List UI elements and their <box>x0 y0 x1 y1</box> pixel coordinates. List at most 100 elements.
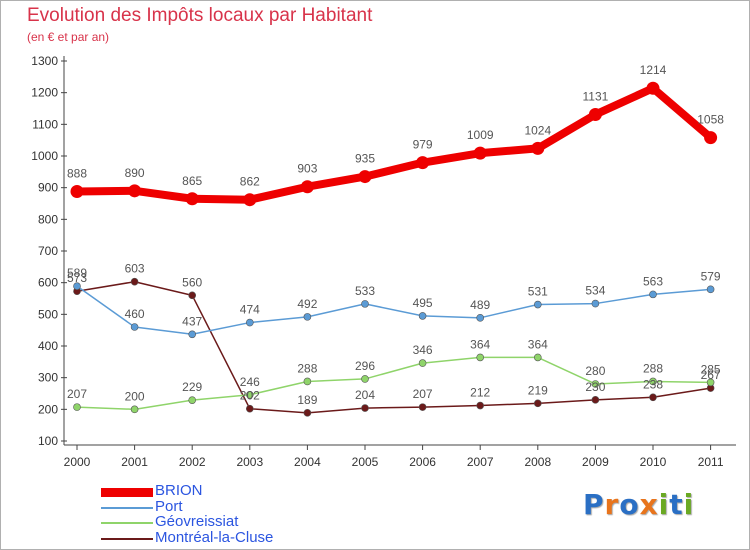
data-label: 1131 <box>582 90 608 104</box>
data-label: 533 <box>355 284 375 298</box>
legend-swatch-geovreissiat <box>101 522 153 524</box>
data-label: 460 <box>125 307 145 321</box>
data-label: 534 <box>585 284 605 298</box>
y-tick-label: 1100 <box>32 117 58 131</box>
x-tick-label: 2001 <box>121 455 148 469</box>
x-tick-label: 2011 <box>698 455 724 469</box>
data-label: 200 <box>125 389 145 403</box>
legend-swatch-montreal-la-cluse <box>101 537 153 540</box>
data-point <box>533 399 542 408</box>
data-label: 288 <box>643 361 663 375</box>
x-tick-label: 2010 <box>640 455 667 469</box>
data-label: 862 <box>240 175 260 189</box>
series-line <box>76 356 712 411</box>
data-point <box>649 377 657 386</box>
x-tick-label: 2006 <box>409 455 436 469</box>
data-label: 219 <box>528 383 548 397</box>
data-label: 1024 <box>524 123 551 137</box>
data-label: 1009 <box>467 128 494 142</box>
data-point <box>591 299 600 308</box>
data-point <box>358 170 372 184</box>
data-point <box>473 146 487 160</box>
data-point <box>591 396 600 404</box>
y-tick-label: 1300 <box>31 54 58 68</box>
data-label: 204 <box>355 388 375 402</box>
legend-swatch-brion <box>101 488 153 497</box>
data-label: 531 <box>528 285 548 299</box>
data-label: 285 <box>701 362 721 376</box>
data-label: 238 <box>643 377 663 391</box>
data-point <box>185 192 199 206</box>
data-point <box>588 108 602 122</box>
x-tick-label: 2000 <box>64 455 91 469</box>
data-label: 935 <box>355 152 375 166</box>
data-label: 495 <box>413 296 433 310</box>
data-point <box>243 193 257 207</box>
data-label: 346 <box>413 343 433 357</box>
logo-letter: r <box>604 488 620 521</box>
data-label: 903 <box>297 162 317 176</box>
data-label: 563 <box>643 274 663 288</box>
data-label: 280 <box>585 364 605 378</box>
data-label: 1058 <box>697 113 724 127</box>
data-point <box>416 156 430 170</box>
y-tick-label: 900 <box>38 181 58 195</box>
data-point <box>246 390 254 399</box>
y-tick-label: 400 <box>38 339 58 353</box>
y-tick-label: 300 <box>38 371 58 385</box>
data-point <box>361 300 369 308</box>
series-line <box>76 285 712 336</box>
data-point <box>706 285 715 294</box>
data-point <box>130 323 139 331</box>
data-point <box>649 393 657 402</box>
data-point <box>418 359 427 367</box>
data-label: 229 <box>182 380 202 394</box>
data-point <box>70 184 84 198</box>
y-tick-label: 500 <box>38 307 58 321</box>
logo-letter: i <box>658 488 670 521</box>
x-tick-label: 2008 <box>524 455 551 469</box>
data-label: 890 <box>125 166 145 180</box>
data-point <box>303 313 312 321</box>
y-tick-label: 1000 <box>31 149 58 163</box>
y-tick-label: 600 <box>38 276 58 290</box>
data-point <box>188 330 196 339</box>
x-tick-label: 2003 <box>236 455 263 469</box>
data-point <box>303 409 312 417</box>
chart-subtitle: (en € et par an) <box>27 30 110 44</box>
data-point <box>130 405 139 414</box>
y-tick-label: 100 <box>38 434 58 448</box>
series-line <box>76 280 712 414</box>
data-point <box>476 353 485 362</box>
data-label: 364 <box>470 337 490 351</box>
data-label: 202 <box>240 389 260 403</box>
data-label: 207 <box>413 387 433 401</box>
x-tick-label: 2004 <box>294 455 321 469</box>
data-label: 560 <box>182 275 202 289</box>
data-label: 288 <box>297 361 317 375</box>
data-point <box>73 403 81 411</box>
data-point <box>531 141 545 155</box>
data-label: 589 <box>67 266 87 280</box>
logo-letter: x <box>639 488 659 521</box>
data-label: 603 <box>125 262 145 276</box>
data-point <box>706 378 715 387</box>
proxiti-logo: Proxiti <box>583 488 694 521</box>
legend-label-montreal-la-cluse: Montréal-la-Cluse <box>155 528 274 546</box>
logo-letter: P <box>583 488 605 521</box>
data-point <box>303 377 312 386</box>
data-label: 579 <box>701 269 721 283</box>
x-tick-label: 2005 <box>352 455 379 469</box>
y-tick-label: 1200 <box>31 86 58 100</box>
data-point <box>73 282 81 290</box>
data-point <box>418 312 427 320</box>
series-line <box>73 84 715 204</box>
data-label: 865 <box>182 174 202 188</box>
data-point <box>188 291 196 300</box>
data-label: 437 <box>182 314 202 328</box>
data-point <box>128 184 142 198</box>
data-point <box>704 131 718 145</box>
y-tick-label: 700 <box>38 244 58 258</box>
